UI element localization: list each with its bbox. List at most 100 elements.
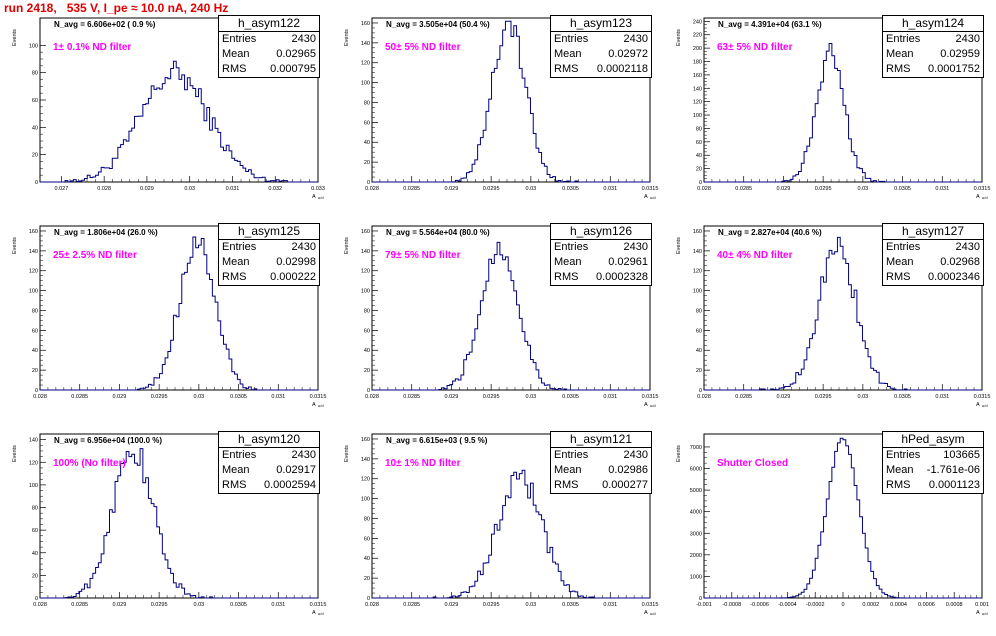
- y-tick-label: 40: [32, 348, 38, 354]
- histogram-panel: 0 20 40 60 80 100 0.027 0.028 0.029 0.03 0.031 0.03…: [0, 14, 330, 220]
- stats-row-mean: Mean 0.02998: [219, 255, 319, 270]
- page-title: run 2418, 535 V, I_pe ≈ 10.0 nA, 240 Hz: [4, 1, 229, 15]
- x-tick-label: 0.0315: [974, 186, 991, 192]
- stats-label: Entries: [222, 241, 257, 253]
- x-axis-label-sub: u/d: [650, 611, 656, 616]
- filter-label: 10± 1% ND filter: [385, 458, 461, 469]
- histogram-name: h_asym125: [219, 224, 319, 240]
- y-tick-label: 0: [367, 388, 370, 394]
- histogram-plot: 0 20 40 60 80 100 120 140 160 0.028 0.0285 0.029 0.0…: [676, 225, 990, 408]
- x-tick-label: 0.0305: [230, 602, 247, 608]
- x-tick-label: 0.03: [193, 602, 204, 608]
- stats-value: 0.000277: [602, 479, 648, 491]
- stats-value: 0.02917: [276, 464, 316, 476]
- y-tick-label: 0: [699, 388, 702, 394]
- x-tick-label: 0: [841, 602, 844, 608]
- y-tick-label: 40: [364, 556, 370, 562]
- x-tick-label: 0.0295: [483, 602, 500, 608]
- histogram-panel: 0 20 40 60 80 100 120 140 0.028 0.0285 0.029 0.0295…: [0, 430, 330, 636]
- y-tick-label: 80: [696, 308, 702, 314]
- stats-value: 0.0002328: [596, 271, 648, 283]
- x-tick-label: 0.0285: [71, 602, 88, 608]
- y-axis-label: Events: [344, 237, 350, 254]
- navg-label: N_avg = 6.956e+04 (100.0 %): [52, 436, 165, 446]
- histogram-name: h_asym124: [883, 16, 983, 32]
- x-tick-label: 0.0315: [642, 394, 659, 400]
- navg-label: N_avg = 6.615e+03 ( 9.5 %): [384, 436, 490, 446]
- y-tick-label: 120: [361, 61, 370, 67]
- x-tick-label: 0.001: [975, 602, 989, 608]
- stats-box: h_asym124 Entries 2430 Mean 0.02959 RMS 0.0001…: [882, 15, 984, 78]
- y-tick-label: 80: [696, 126, 702, 132]
- y-tick-label: 100: [693, 113, 702, 119]
- x-axis-label: A: [312, 194, 316, 200]
- x-tick-label: 0.03: [525, 186, 536, 192]
- x-tick-label: 0.0004: [890, 602, 907, 608]
- stats-value: 0.02961: [608, 256, 648, 268]
- stats-label: Mean: [554, 464, 582, 476]
- histogram-plot: 0 20 40 60 80 100 120 140 160 0.028 0.0285 0.029 0.0…: [344, 17, 658, 200]
- y-tick-label: 40: [364, 348, 370, 354]
- stats-row-mean: Mean 0.02986: [551, 463, 651, 478]
- stats-row-entries: Entries 2430: [551, 240, 651, 255]
- y-tick-label: 20: [364, 160, 370, 166]
- y-tick-label: 200: [693, 46, 702, 52]
- stats-label: Mean: [222, 464, 250, 476]
- x-tick-label: 0.0295: [815, 186, 832, 192]
- x-tick-label: 0.031: [271, 602, 285, 608]
- x-axis-label: A: [976, 402, 980, 408]
- y-tick-label: 20: [364, 576, 370, 582]
- y-tick-label: 20: [364, 368, 370, 374]
- stats-box: h_asym122 Entries 2430 Mean 0.02965 RMS 0.0007…: [218, 15, 320, 78]
- stats-row-rms: RMS 0.0001752: [883, 62, 983, 77]
- x-axis-label-sub: u/d: [982, 403, 988, 408]
- x-tick-label: -0.0008: [722, 602, 741, 608]
- y-tick-label: 120: [361, 477, 370, 483]
- x-tick-label: 0.027: [55, 186, 69, 192]
- navg-label: N_avg = 4.391e+04 (63.1 %): [716, 20, 824, 30]
- histogram-plot: 0 1000 2000 3000 4000 5000 6000 7000 -0.001 -0.00…: [676, 433, 989, 616]
- y-tick-label: 240: [693, 19, 702, 25]
- y-tick-label: 0: [367, 596, 370, 602]
- y-tick-label: 140: [693, 86, 702, 92]
- x-axis-label-sub: u/d: [318, 403, 324, 408]
- y-tick-label: 0: [699, 180, 702, 186]
- y-tick-label: 20: [696, 167, 702, 173]
- x-tick-label: 0.031: [935, 186, 949, 192]
- y-axis-label: Events: [676, 237, 682, 254]
- histogram-name: h_asym127: [883, 224, 983, 240]
- histogram-name: h_asym122: [219, 16, 319, 32]
- x-tick-label: 0.029: [777, 186, 791, 192]
- navg-label: N_avg = 2.827e+04 (40.6 %): [716, 228, 824, 238]
- y-tick-label: 160: [693, 73, 702, 79]
- stats-label: Mean: [886, 464, 914, 476]
- x-tick-label: 0.028: [97, 186, 111, 192]
- stats-label: Entries: [886, 33, 921, 45]
- x-tick-label: 0.029: [113, 394, 127, 400]
- filter-label: 1± 0.1% ND filter: [53, 42, 132, 53]
- stats-row-entries: Entries 2430: [219, 448, 319, 463]
- y-tick-label: 120: [29, 269, 38, 275]
- stats-label: Entries: [554, 449, 589, 461]
- y-tick-label: 160: [361, 21, 370, 27]
- x-tick-label: 0.0315: [310, 394, 327, 400]
- plot-frame: [371, 17, 651, 183]
- y-tick-label: 140: [361, 249, 370, 255]
- histogram-line: [704, 437, 982, 599]
- stats-value: 2430: [291, 241, 316, 253]
- histogram-line: [40, 236, 318, 391]
- x-tick-label: 0.028: [697, 394, 711, 400]
- x-tick-label: 0.0315: [310, 602, 327, 608]
- histogram-line: [704, 43, 982, 183]
- x-tick-label: 0.032: [268, 186, 282, 192]
- x-tick-label: 0.0006: [918, 602, 935, 608]
- x-tick-label: 0.033: [311, 186, 325, 192]
- y-axis-label: Events: [344, 445, 350, 462]
- stats-value: 0.0002594: [264, 479, 316, 491]
- x-tick-label: 0.03: [857, 186, 868, 192]
- plot-frame: [39, 433, 319, 599]
- stats-box: h_asym120 Entries 2430 Mean 0.02917 RMS 0.0002…: [218, 431, 320, 494]
- filter-label: 50± 5% ND filter: [385, 42, 461, 53]
- filter-label: 63± 5% ND filter: [717, 42, 793, 53]
- histogram-panel: 0 20 40 60 80 100 120 140 160 0.028 0.0285 0.029 0.0…: [332, 222, 662, 428]
